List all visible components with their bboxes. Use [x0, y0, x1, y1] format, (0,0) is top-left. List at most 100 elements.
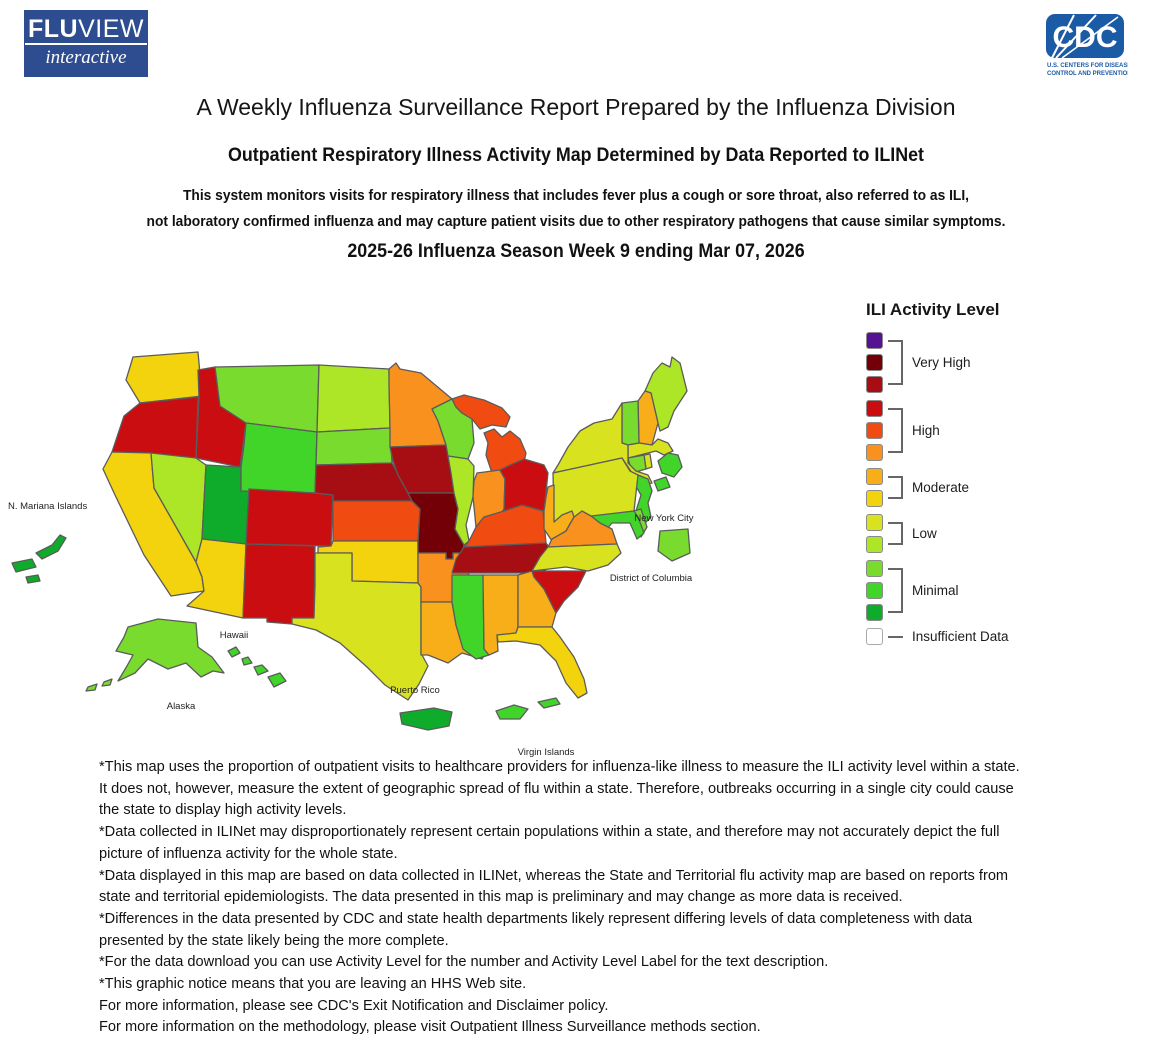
state-NM[interactable]: New Mexico [242, 543, 316, 625]
state-VI[interactable]: Virgin Islands [537, 697, 561, 709]
cdc-caption-line2: CONTROL AND PREVENTION [1047, 71, 1128, 77]
legend-swatch-level-11 [866, 376, 883, 393]
state-KY[interactable]: Kentucky [463, 504, 547, 548]
legend-swatch-level-0 [866, 628, 883, 645]
fluview-logo[interactable]: FLUVIEW interactive [24, 10, 148, 77]
legend-swatch-level-9 [866, 422, 883, 439]
footnote-line: *Differences in the data presented by CD… [99, 910, 973, 949]
state-AK[interactable]: Alaska [101, 678, 113, 687]
state-TX[interactable]: Texas [291, 552, 429, 701]
map-label-alaska: Alaska [167, 701, 196, 712]
map-label-n-mariana-islands: N. Mariana Islands [8, 501, 87, 512]
us-activity-map: WashingtonOregonCaliforniaNevadaIdahoUta… [0, 325, 860, 770]
us-map-svg: WashingtonOregonCaliforniaNevadaIdahoUta… [8, 351, 694, 758]
state-WY[interactable]: Wyoming [240, 422, 318, 494]
state-KS[interactable]: Kansas [332, 500, 421, 542]
legend-bracket [888, 568, 903, 613]
page-title: A Weekly Influenza Surveillance Report P… [196, 94, 956, 120]
legend-swatch-level-8 [866, 444, 883, 461]
map-label-hawaii: Hawaii [220, 630, 249, 641]
legend-group-moderate: Moderate [866, 468, 1152, 507]
state-NYC[interactable]: New York City [653, 476, 671, 492]
state-HI[interactable]: Hawaii [241, 656, 253, 666]
footnote-line: *This graphic notice means that you are … [99, 976, 527, 993]
state-NYC[interactable]: New York City [657, 452, 683, 478]
season-week-title: 2025-26 Influenza Season Week 9 ending M… [347, 241, 805, 262]
state-AK[interactable]: Alaska [85, 683, 98, 692]
legend-bracket [888, 408, 903, 453]
legend-swatch-level-13 [866, 332, 883, 349]
legend-swatch-level-3 [866, 560, 883, 577]
state-SC[interactable]: South Carolina [531, 570, 587, 614]
legend-group-low: Low [866, 514, 1152, 553]
legend-group-high: High [866, 400, 1152, 461]
state-WA[interactable]: Washington [125, 351, 203, 404]
state-VT[interactable]: Vermont [621, 400, 640, 446]
state-SD[interactable]: South Dakota [315, 427, 393, 466]
footnotes: *This map uses the proportion of outpati… [99, 757, 1024, 1039]
state-AK[interactable]: Alaska [115, 618, 225, 682]
system-description: This system monitors visits for respirat… [46, 183, 1106, 235]
legend-label: Moderate [912, 480, 970, 495]
cdc-logo[interactable]: CDC U.S. CENTERS FOR DISEASE CONTROL AND… [1044, 14, 1132, 80]
legend-dash [888, 635, 903, 638]
legend-swatch-level-5 [866, 514, 883, 531]
description-line-2: not laboratory confirmed influenza and m… [146, 213, 1006, 230]
legend-swatch-level-2 [866, 582, 883, 599]
legend-bracket [888, 522, 903, 545]
fluview-flu-text: FLU [27, 15, 79, 43]
legend-swatch-level-7 [866, 468, 883, 485]
fluview-wordmark: FLUVIEW [24, 15, 147, 45]
state-HI[interactable]: Hawaii [253, 664, 269, 676]
state-MI[interactable]: Michigan [451, 394, 511, 430]
state-VI[interactable]: Virgin Islands [495, 704, 529, 720]
legend-group-insufficient-data: Insufficient Data [866, 628, 1152, 645]
description-line-1: This system monitors visits for respirat… [182, 187, 970, 204]
legend-swatch-level-10 [866, 400, 883, 417]
map-subtitle: Outpatient Respiratory Illness Activity … [227, 145, 925, 166]
state-CO[interactable]: Colorado [245, 488, 334, 547]
map-label-district-of-columbia: District of Columbia [610, 573, 693, 584]
legend-label: High [912, 423, 940, 438]
map-label-puerto-rico: Puerto Rico [390, 685, 440, 696]
state-OR[interactable]: Oregon [111, 396, 199, 459]
legend-bracket [888, 476, 903, 499]
cdc-acronym: CDC [1053, 21, 1118, 54]
cdc-caption-line1: U.S. CENTERS FOR DISEASE [1047, 63, 1128, 69]
state-PR[interactable]: Puerto Rico [399, 707, 453, 731]
footnote-line: *Data collected in ILINet may disproport… [99, 824, 1000, 862]
state-MP[interactable]: N. Mariana Islands [25, 574, 41, 584]
legend-label: Low [912, 526, 937, 541]
footnote-line: *For the data download you can use Activ… [99, 954, 829, 971]
legend-bracket [888, 340, 903, 385]
legend-swatch-level-6 [866, 490, 883, 507]
ili-activity-legend: ILI Activity Level Very High High Moderate… [866, 300, 1152, 652]
footnote-line: For more information, please see CDC's E… [99, 997, 609, 1014]
legend-swatch-level-12 [866, 354, 883, 371]
state-VA[interactable]: Virginia [547, 510, 618, 548]
map-label-virgin-islands: Virgin Islands [518, 747, 575, 758]
state-AL[interactable]: Alabama [482, 574, 519, 656]
legend-group-minimal: Minimal [866, 560, 1152, 621]
map-label-new-york-city: New York City [634, 513, 693, 524]
legend-label: Very High [912, 355, 971, 370]
legend-label: Insufficient Data [912, 629, 1009, 644]
state-MP[interactable]: N. Mariana Islands [11, 558, 37, 573]
cdc-logo-graphic: CDC U.S. CENTERS FOR DISEASE CONTROL AND… [1046, 14, 1132, 77]
state-NC[interactable]: North Carolina [531, 543, 622, 572]
legend-label: Minimal [912, 583, 959, 598]
footnote-line: *This map uses the proportion of outpati… [99, 759, 1020, 819]
state-FL[interactable]: Florida [496, 626, 588, 699]
state-HI[interactable]: Hawaii [267, 672, 287, 688]
state-MP[interactable]: N. Mariana Islands [35, 534, 67, 560]
state-OH[interactable]: Ohio [499, 458, 549, 512]
legend-title: ILI Activity Level [866, 300, 1000, 319]
footnote-line: For more information on the methodology,… [99, 1019, 761, 1036]
state-ND[interactable]: North Dakota [316, 364, 391, 433]
legend-swatch-level-1 [866, 604, 883, 621]
state-DC[interactable]: District of Columbia [657, 528, 691, 562]
state-HI[interactable]: Hawaii [227, 646, 241, 658]
legend-group-very-high: Very High [866, 332, 1152, 393]
fluview-interactive-text: interactive [45, 47, 127, 68]
legend-swatch-level-4 [866, 536, 883, 553]
